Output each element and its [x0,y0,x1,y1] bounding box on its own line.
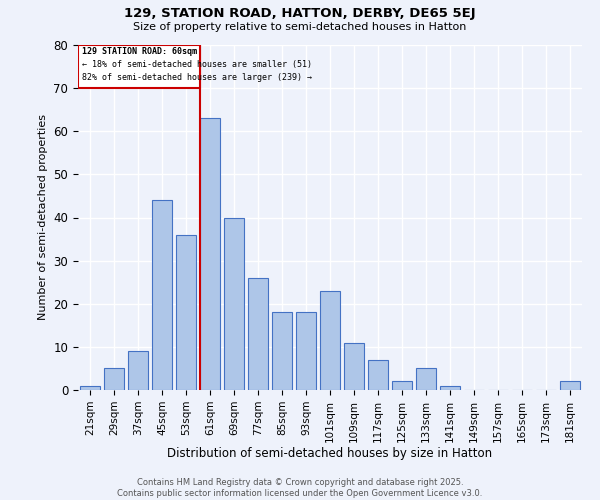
Text: Contains HM Land Registry data © Crown copyright and database right 2025.
Contai: Contains HM Land Registry data © Crown c… [118,478,482,498]
FancyBboxPatch shape [78,45,200,88]
Bar [320,291,340,390]
Bar [80,386,100,390]
Bar [368,360,388,390]
Bar [224,218,244,390]
Bar [272,312,292,390]
Bar [104,368,124,390]
Bar [296,312,316,390]
Bar [152,200,172,390]
X-axis label: Distribution of semi-detached houses by size in Hatton: Distribution of semi-detached houses by … [167,448,493,460]
Text: 82% of semi-detached houses are larger (239) →: 82% of semi-detached houses are larger (… [82,73,311,82]
Bar [416,368,436,390]
Bar [128,351,148,390]
Text: Size of property relative to semi-detached houses in Hatton: Size of property relative to semi-detach… [133,22,467,32]
Bar [560,382,580,390]
Bar [200,118,220,390]
Text: 129 STATION ROAD: 60sqm: 129 STATION ROAD: 60sqm [82,47,197,56]
Text: ← 18% of semi-detached houses are smaller (51): ← 18% of semi-detached houses are smalle… [82,60,311,69]
Bar [440,386,460,390]
Bar [176,235,196,390]
Text: 129, STATION ROAD, HATTON, DERBY, DE65 5EJ: 129, STATION ROAD, HATTON, DERBY, DE65 5… [124,8,476,20]
Y-axis label: Number of semi-detached properties: Number of semi-detached properties [38,114,48,320]
Bar [248,278,268,390]
Bar [392,382,412,390]
Bar [344,342,364,390]
